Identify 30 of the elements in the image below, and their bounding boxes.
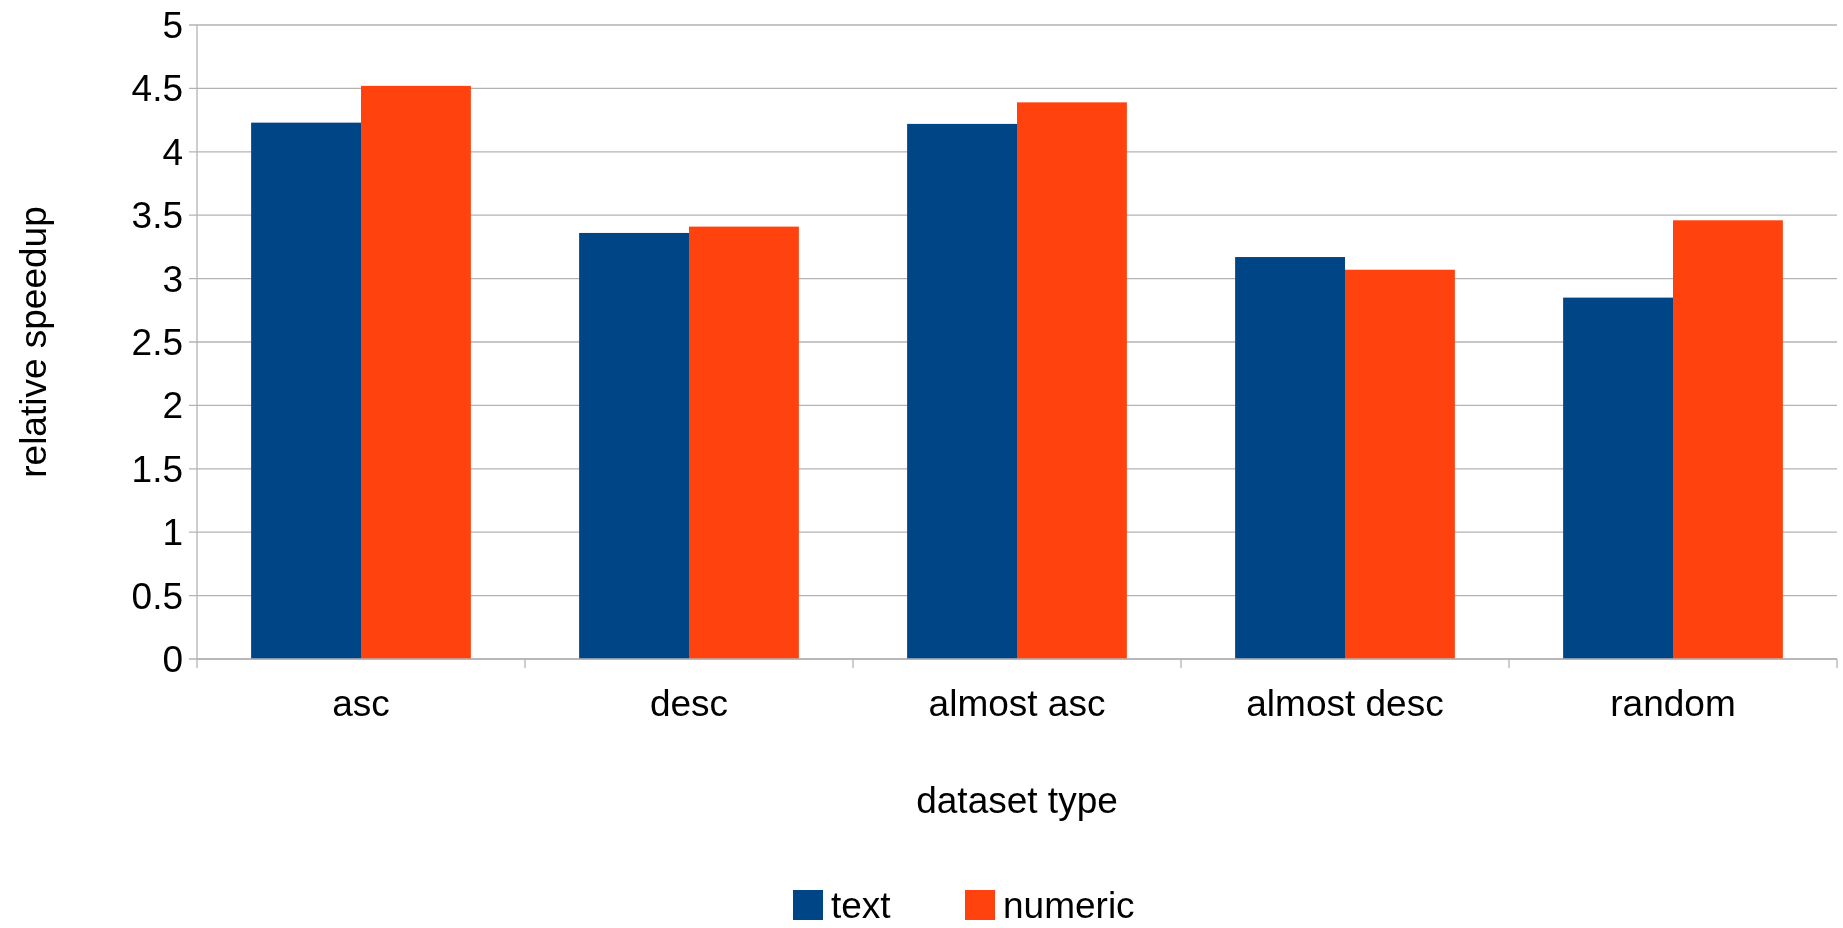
bar [1345,269,1455,659]
y-tick-label: 5 [162,4,183,46]
bar [361,85,471,659]
x-tick-label: asc [332,683,390,724]
y-tick-label: 3 [162,258,183,300]
x-tick-label: desc [649,683,729,724]
y-tick-label: 4 [162,131,183,173]
x-tick-label: random [1610,683,1736,724]
bar [1673,220,1783,659]
x-axis-title: dataset type [916,780,1118,821]
bar [1017,102,1127,659]
x-tick-label: almost asc [928,683,1106,724]
y-tick-label: 2.5 [131,321,183,363]
legend-label: text [831,884,892,926]
y-tick-label: 4.5 [131,68,183,110]
y-tick-label: 1 [162,512,183,554]
y-axis-title: relative speedup [13,206,54,478]
bar [579,232,689,659]
y-tick-label: 3.5 [131,195,183,237]
bar [1563,297,1673,659]
legend-label: numeric [1003,884,1135,926]
y-tick-label: 1.5 [131,448,183,490]
bar [907,123,1017,659]
x-tick-label: almost desc [1246,683,1444,724]
bar [1235,257,1345,659]
bar [689,226,799,659]
bar [251,122,361,659]
y-tick-label: 0.5 [131,575,183,617]
y-tick-label: 2 [162,385,183,427]
y-tick-label: 0 [162,638,183,680]
